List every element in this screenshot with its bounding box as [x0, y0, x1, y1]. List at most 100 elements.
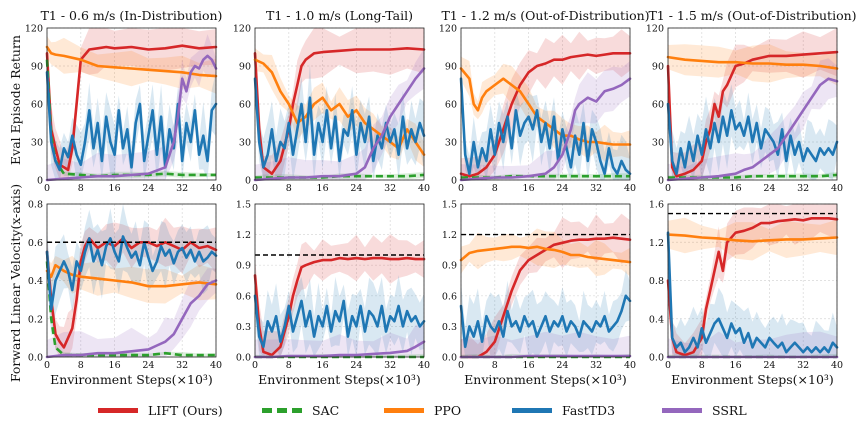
series-band-ssrl [461, 61, 630, 180]
plot-frame [667, 203, 838, 358]
series-band-ppo [668, 217, 837, 261]
plot-frame [254, 203, 425, 358]
y-tick-label: 1.5 [442, 200, 457, 211]
x-tick-label: 16 [317, 183, 329, 194]
x-tick-label: 0 [458, 360, 464, 371]
legend-item-sac: SAC [262, 398, 339, 422]
x-tick-label: 40 [624, 183, 636, 194]
y-tick-label: 90 [652, 62, 664, 73]
legend-swatch-ppo [384, 407, 424, 413]
y-tick-label: 90 [31, 62, 43, 73]
y-tick-label: 120 [646, 24, 664, 35]
legend-swatch-sac [262, 407, 302, 413]
legend: LIFT (Ours) SAC PPO FastTD3 SSRL [0, 398, 868, 422]
x-tick-label: 8 [699, 183, 705, 194]
x-tick-label: 8 [286, 360, 292, 371]
y-tick-label: 0 [451, 176, 457, 187]
x-tick-label: 8 [78, 360, 84, 371]
plot-frame [46, 203, 217, 358]
series-line-ppo [666, 233, 839, 243]
x-tick-label: 32 [797, 183, 809, 194]
y-tick-label: 0.0 [236, 353, 251, 364]
y-tick-label: 120 [25, 24, 43, 35]
y-tick-label: 120 [233, 24, 251, 35]
y-tick-label: 0.0 [442, 353, 457, 364]
x-axis-label: Environment Steps(×10³) [671, 372, 834, 387]
series-line-fasttd3 [45, 71, 218, 172]
x-tick-label: 32 [797, 360, 809, 371]
y-tick-label: 1.2 [649, 238, 664, 249]
legend-item-lift: LIFT (Ours) [98, 398, 223, 422]
y-tick-label: 0.8 [649, 276, 664, 287]
x-tick-label: 8 [699, 360, 705, 371]
y-tick-label: 120 [439, 24, 457, 35]
series-line-ppo [459, 245, 632, 264]
series-line-ssrl [253, 67, 426, 182]
series-line-lift-ours [253, 256, 426, 357]
x-axis-label: Environment Steps(×10³) [50, 372, 213, 387]
panel-title: T1 - 1.0 m/s (Long-Tail) [266, 8, 413, 23]
series-band-ssrl [461, 331, 630, 357]
legend-item-ssrl: SSRL [662, 398, 747, 422]
x-tick-label: 40 [418, 360, 430, 371]
x-tick-label: 8 [286, 183, 292, 194]
chart-grid: Eval Episode Return Forward Linear Veloc… [8, 8, 857, 387]
series-line-ppo [45, 45, 218, 78]
series-line-fasttd3 [666, 231, 839, 354]
legend-label-ssrl: SSRL [712, 402, 747, 418]
series-band-lift-ours [47, 28, 216, 180]
series-line-sac [45, 261, 216, 357]
x-tick-label: 32 [384, 360, 396, 371]
x-tick-label: 32 [384, 183, 396, 194]
x-tick-label: 24 [350, 360, 362, 371]
x-tick-label: 16 [730, 183, 742, 194]
plot-frame [460, 27, 631, 181]
y-tick-label: 0.4 [649, 314, 664, 325]
y-tick-label: 0 [245, 176, 251, 187]
y-tick-label: 90 [239, 62, 251, 73]
y-tick-label: 30 [239, 138, 251, 149]
series-band-fasttd3 [255, 272, 424, 357]
legend-label-fasttd3: FastTD3 [562, 402, 616, 418]
x-axis-label: Environment Steps(×10³) [258, 372, 421, 387]
x-tick-label: 0 [44, 360, 50, 371]
x-tick-label: 16 [109, 183, 121, 194]
x-tick-label: 16 [730, 360, 742, 371]
y-tick-label: 0 [658, 176, 664, 187]
x-tick-label: 40 [831, 183, 843, 194]
series-band-ppo [461, 228, 630, 277]
series-line-ssrl [45, 54, 218, 182]
y-tick-label: 1.2 [442, 230, 457, 241]
series-line-fasttd3 [666, 102, 839, 175]
y-tick-label: 0.6 [28, 238, 43, 249]
y-tick-label: 0.3 [236, 322, 251, 333]
x-tick-label: 0 [665, 183, 671, 194]
y-axis-label-bottom: Forward Linear Velocity(x-axis) [8, 184, 23, 382]
series-line-fasttd3 [253, 77, 426, 169]
series-line-lift-ours [459, 52, 632, 178]
legend-swatch-lift [98, 407, 138, 413]
x-tick-label: 0 [252, 183, 258, 194]
x-axis-label: Environment Steps(×10³) [464, 372, 627, 387]
x-tick-label: 0 [665, 360, 671, 371]
y-tick-label: 60 [239, 100, 251, 111]
series-line-lift-ours [666, 217, 839, 357]
series-band-ppo [461, 56, 630, 162]
x-tick-label: 40 [210, 360, 222, 371]
legend-item-ppo: PPO [384, 398, 461, 422]
plot-frame [460, 203, 631, 358]
y-tick-label: 1.5 [236, 200, 251, 211]
x-tick-label: 24 [556, 360, 568, 371]
x-tick-label: 24 [350, 183, 362, 194]
y-tick-label: 30 [445, 138, 457, 149]
legend-label-ppo: PPO [434, 402, 462, 418]
x-tick-label: 24 [763, 183, 775, 194]
y-tick-label: 1.6 [649, 200, 664, 211]
y-tick-label: 30 [652, 138, 664, 149]
panel-title: T1 - 1.2 m/s (Out-of-Distribution) [441, 8, 649, 23]
panel-title: T1 - 1.5 m/s (Out-of-Distribution) [648, 8, 856, 23]
y-tick-label: 0.0 [649, 353, 664, 364]
x-tick-label: 0 [44, 183, 50, 194]
series-band-fasttd3 [668, 207, 837, 357]
legend-item-fasttd3: FastTD3 [512, 398, 615, 422]
